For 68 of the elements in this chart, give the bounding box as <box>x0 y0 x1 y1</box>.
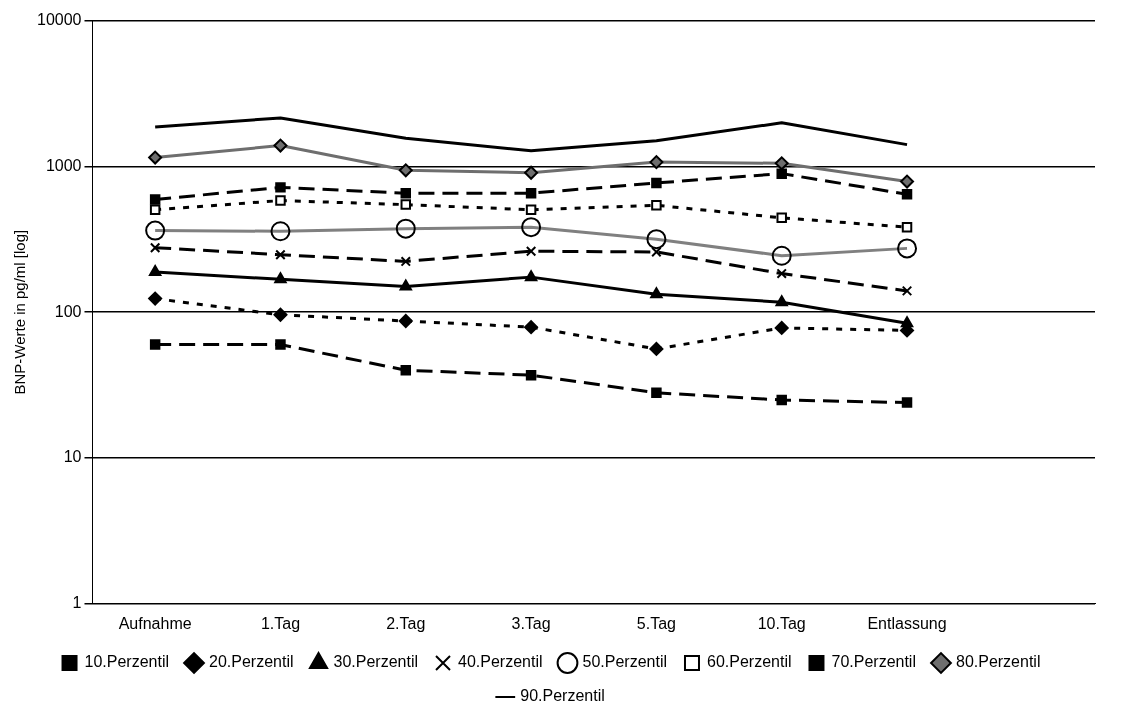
point <box>901 189 913 200</box>
point <box>525 204 537 216</box>
legend-label: 40.Perzentil <box>458 653 543 671</box>
point <box>776 168 787 179</box>
point <box>651 177 662 189</box>
y-tick-label: 1000 <box>45 156 82 174</box>
x-tick-label: Aufnahme <box>118 614 192 632</box>
point <box>149 339 161 350</box>
point <box>148 264 162 276</box>
legend-label: 20.Perzentil <box>209 653 294 671</box>
point <box>274 272 287 284</box>
legend-label: 90.Perzentil <box>520 687 605 705</box>
point <box>901 285 913 297</box>
point <box>649 341 664 356</box>
point <box>900 174 915 189</box>
point <box>525 369 537 381</box>
point <box>148 150 163 165</box>
point <box>776 212 787 224</box>
point <box>901 397 913 408</box>
point <box>275 339 286 350</box>
point <box>149 242 161 253</box>
point <box>400 364 412 376</box>
point <box>149 204 161 216</box>
x-tick-label: 10.Tag <box>757 614 806 632</box>
point <box>273 138 288 153</box>
x-tick-label: 5.Tag <box>636 614 676 632</box>
point <box>400 256 412 267</box>
point <box>525 187 537 199</box>
y-tick-label: 100 <box>54 302 82 320</box>
point <box>651 200 662 211</box>
point <box>400 199 412 210</box>
point <box>273 307 288 322</box>
point <box>399 279 412 291</box>
point <box>651 387 662 399</box>
legend-label: 10.Perzentil <box>84 653 170 671</box>
legend-label: 70.Perzentil <box>831 653 916 671</box>
point <box>524 165 539 180</box>
y-axis-title: BNP-Werte in pg/ml [log] <box>11 229 29 395</box>
point <box>774 156 789 171</box>
x-tick-label: 2.Tag <box>386 614 426 632</box>
point <box>776 394 787 406</box>
point <box>148 291 163 306</box>
point <box>901 221 913 233</box>
point <box>398 314 413 329</box>
point <box>650 287 663 299</box>
y-tick-label: 10000 <box>36 11 82 29</box>
y-tick-label: 1 <box>72 594 82 612</box>
point <box>149 194 161 205</box>
point <box>649 155 664 170</box>
y-tick-label: 10 <box>63 448 82 466</box>
point <box>524 320 539 335</box>
point <box>775 295 788 307</box>
legend-label: 50.Perzentil <box>582 653 667 671</box>
point <box>275 195 286 206</box>
legend-label: 80.Perzentil <box>955 653 1041 671</box>
x-tick-label: Entlassung <box>867 614 947 632</box>
point <box>774 320 789 335</box>
point <box>275 249 286 260</box>
point <box>398 163 413 178</box>
point <box>525 245 537 257</box>
x-tick-label: 3.Tag <box>511 614 551 632</box>
point <box>776 268 787 279</box>
legend-label: 60.Perzentil <box>706 653 792 671</box>
point <box>400 187 412 199</box>
point <box>275 182 286 193</box>
legend-label: 30.Perzentil <box>333 653 419 671</box>
point <box>524 270 538 282</box>
x-tick-label: 1.Tag <box>260 614 301 632</box>
